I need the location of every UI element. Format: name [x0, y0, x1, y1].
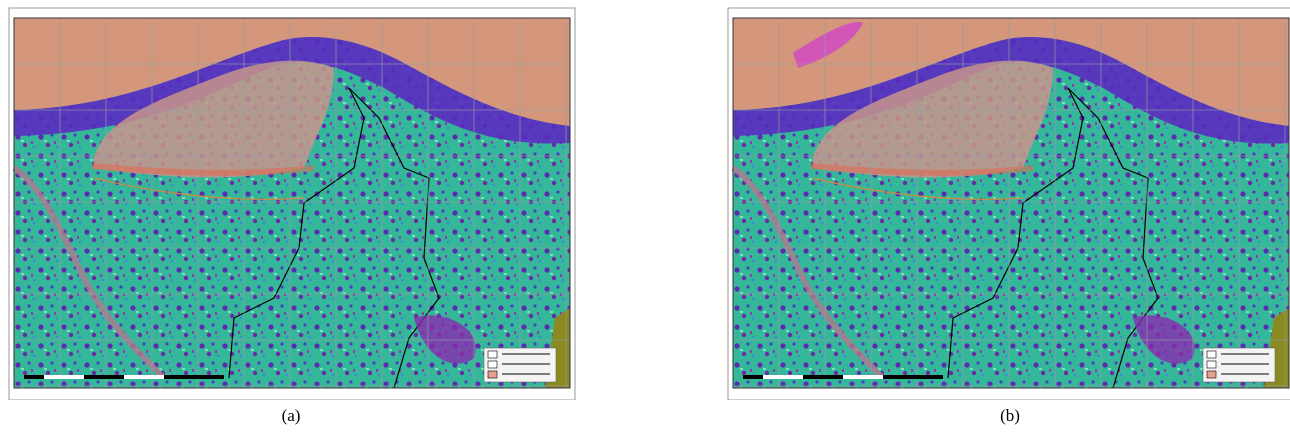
- legend-swatch: [1207, 361, 1216, 368]
- scale-bar-seg: [124, 375, 164, 379]
- maps: [0, 0, 1290, 400]
- scale-bar-seg: [843, 375, 883, 379]
- legend-swatch: [1207, 371, 1216, 378]
- legend-swatch: [488, 361, 497, 368]
- legend-swatch: [1207, 351, 1216, 358]
- legend-swatch: [488, 371, 497, 378]
- map-panel: [728, 8, 1290, 400]
- caption: (b): [980, 406, 1040, 426]
- figure: (a) (b): [0, 0, 1290, 435]
- scale-bar-seg: [44, 375, 84, 379]
- map-panel: [9, 8, 575, 400]
- caption: (a): [261, 406, 321, 426]
- scale-bar-seg: [763, 375, 803, 379]
- legend-swatch: [488, 351, 497, 358]
